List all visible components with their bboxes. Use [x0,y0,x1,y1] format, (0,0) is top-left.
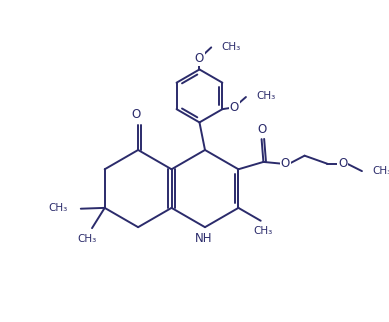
Text: O: O [230,101,239,114]
Text: O: O [281,157,290,170]
Text: O: O [257,123,266,136]
Text: CH₃: CH₃ [253,226,272,236]
Text: O: O [131,108,141,121]
Text: CH₃: CH₃ [221,42,241,52]
Text: CH₃: CH₃ [372,166,389,176]
Text: O: O [195,52,204,65]
Text: CH₃: CH₃ [49,203,68,213]
Text: O: O [338,157,347,170]
Text: CH₃: CH₃ [77,234,96,244]
Text: CH₃: CH₃ [256,91,275,101]
Text: NH: NH [194,232,212,245]
